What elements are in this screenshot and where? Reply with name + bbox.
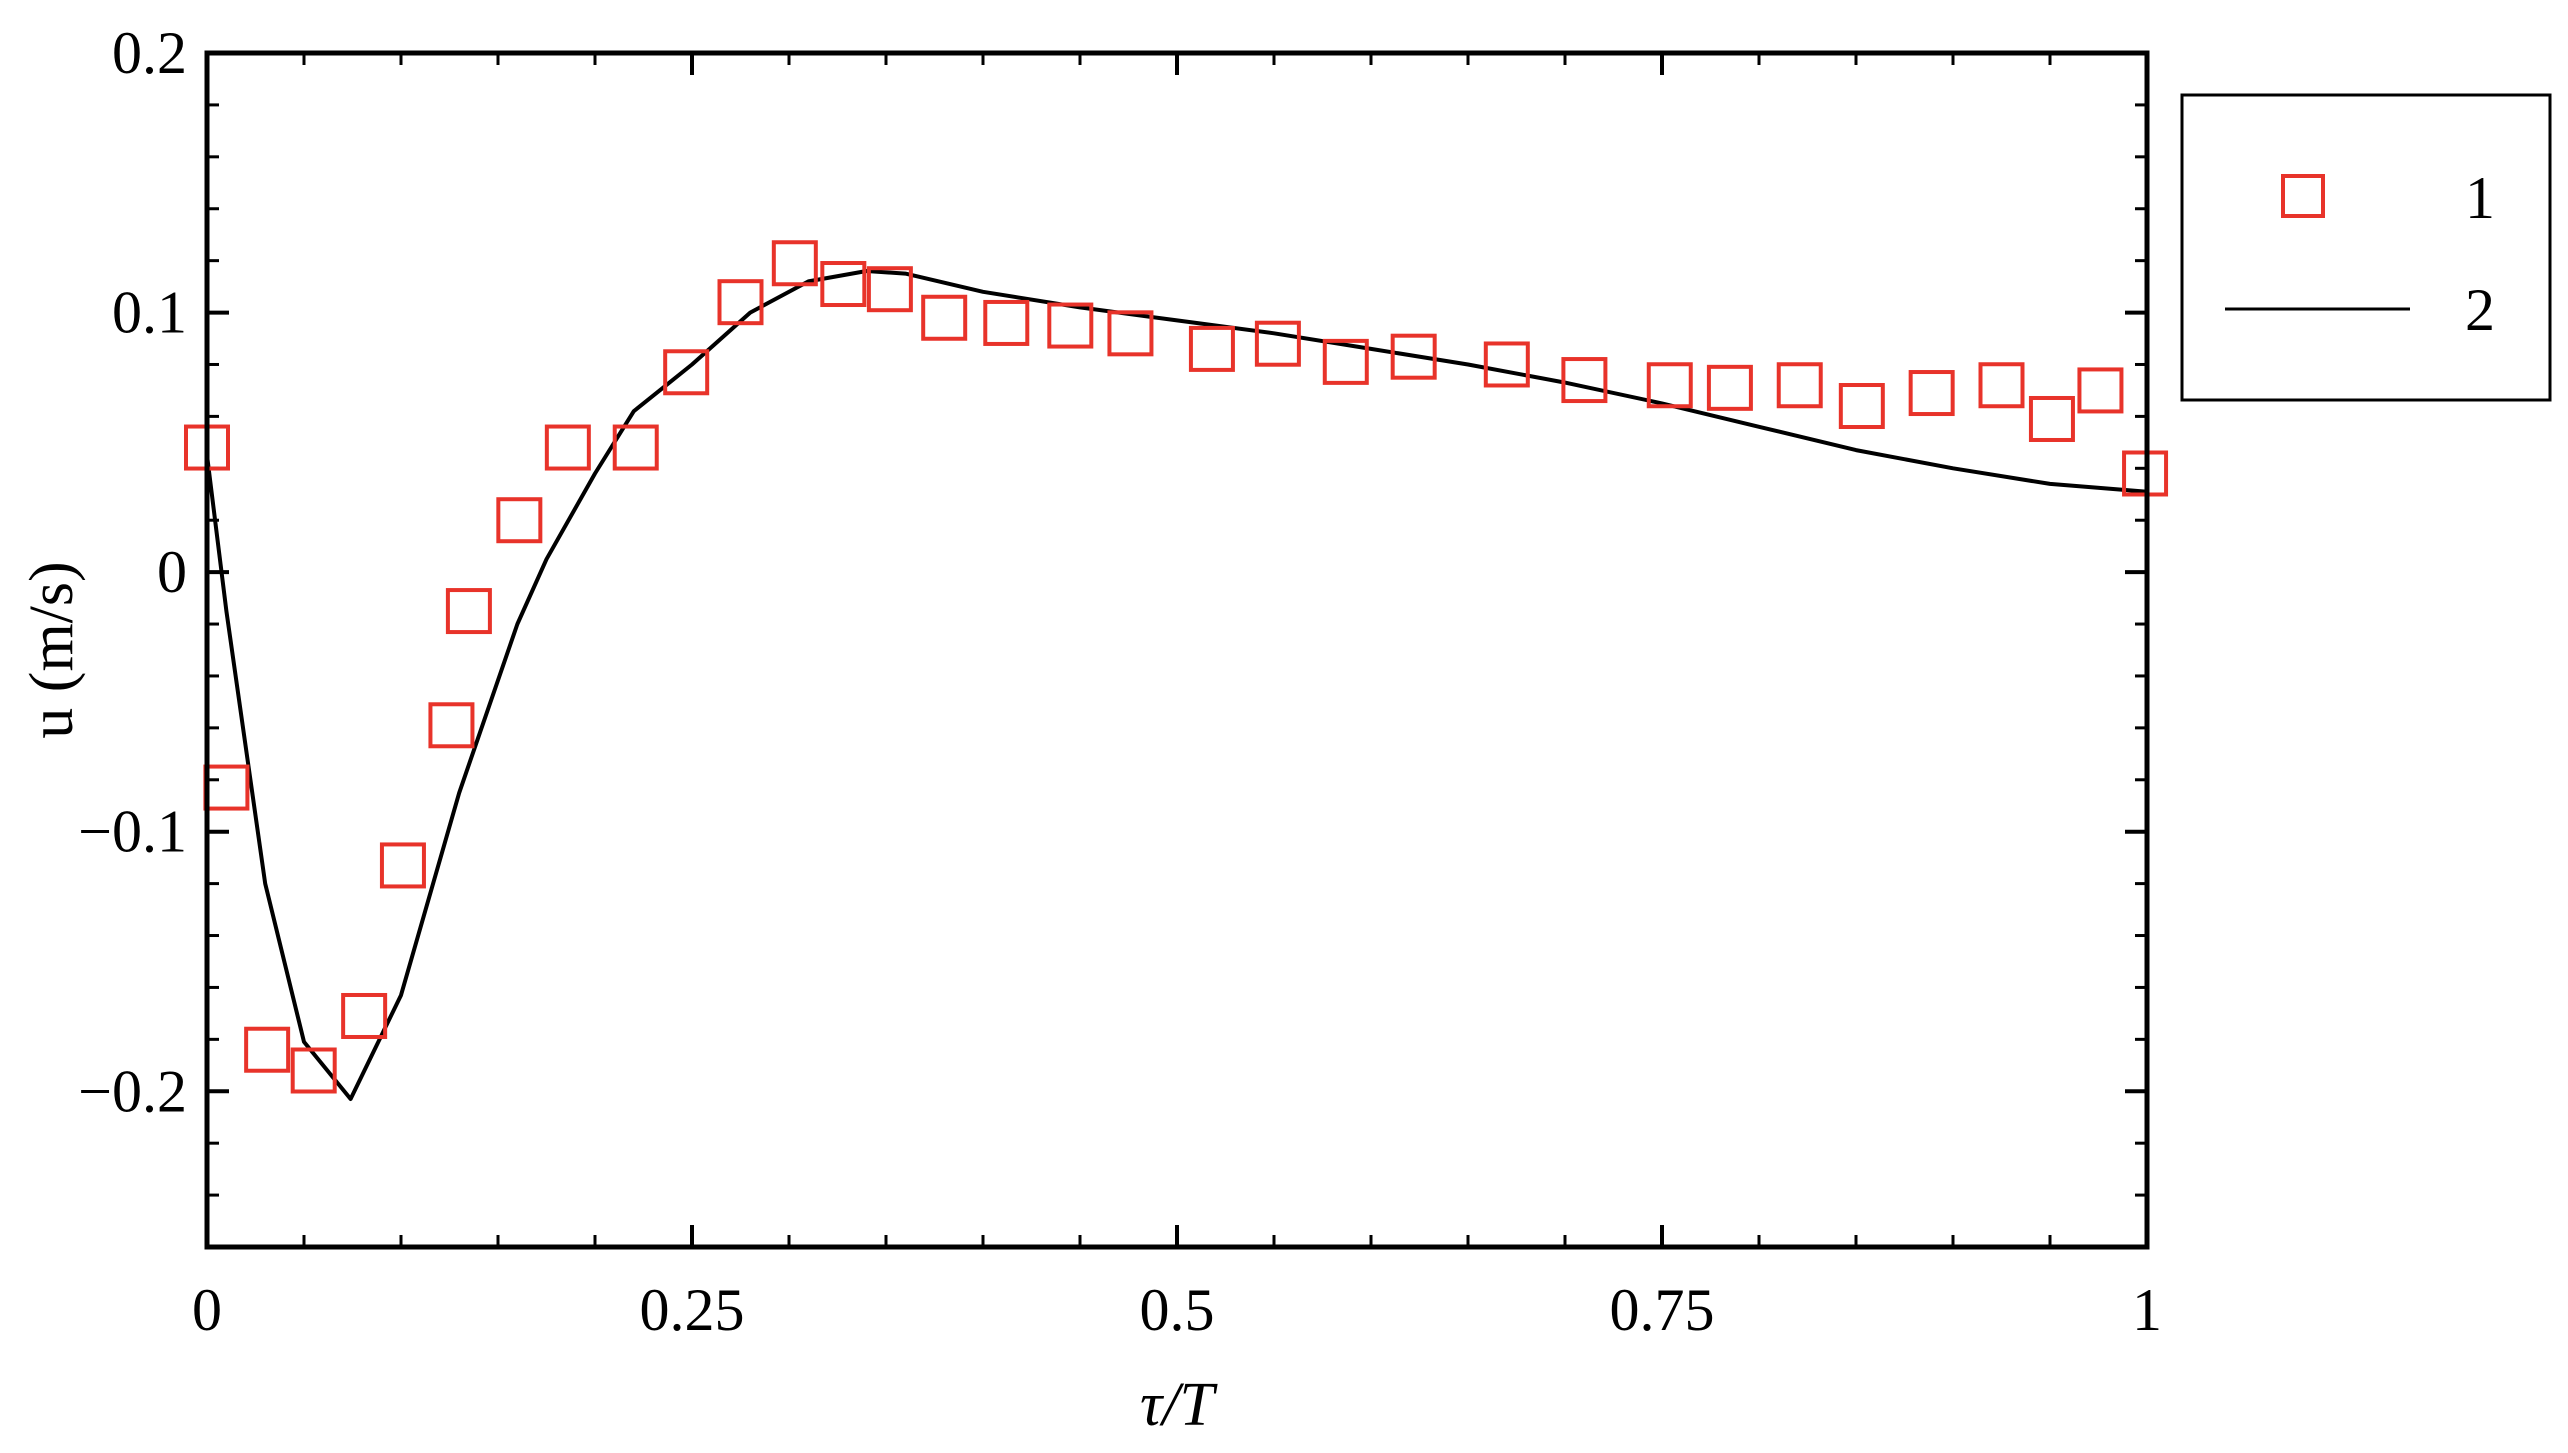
x-tick-label: 0.5	[1140, 1277, 1215, 1343]
y-tick-label: 0.1	[112, 280, 187, 346]
data-point-marker	[983, 299, 1030, 346]
data-point-marker	[717, 279, 764, 326]
data-point-marker	[2028, 395, 2075, 442]
data-point-marker	[2077, 367, 2124, 414]
data-point-marker	[544, 424, 591, 471]
data-point-marker	[1483, 341, 1530, 388]
data-point-marker	[341, 992, 388, 1039]
data-point-marker	[771, 240, 818, 287]
legend-box	[2180, 93, 2552, 402]
data-point-marker	[428, 702, 475, 749]
data-point-marker	[1908, 370, 1955, 417]
data-point-marker	[1254, 320, 1301, 367]
data-point-marker	[290, 1047, 337, 1094]
data-point-marker	[445, 588, 492, 635]
series-markers-1	[184, 240, 2169, 1094]
y-tick-labels: −0.2 −0.1 0 0.1 0.2	[78, 20, 187, 1124]
data-point-marker	[496, 497, 543, 544]
data-point-marker	[1047, 302, 1094, 349]
data-point-marker	[921, 294, 968, 341]
data-point-marker	[1978, 362, 2025, 409]
data-point-marker	[1322, 338, 1369, 385]
data-point-marker	[379, 842, 426, 889]
legend-marker-square-icon	[2281, 174, 2325, 218]
data-point-marker	[1776, 362, 1823, 409]
data-point-marker	[663, 349, 710, 396]
x-tick-label: 0.25	[640, 1277, 745, 1343]
data-point-marker	[1107, 310, 1154, 357]
y-tick-label: 0.2	[112, 20, 187, 86]
data-point-marker	[1390, 333, 1437, 380]
data-point-marker	[244, 1026, 291, 1073]
major-ticks	[205, 51, 2149, 1247]
x-axis-title: τ/T	[1140, 1371, 1218, 1439]
data-point-marker	[1188, 325, 1235, 372]
y-axis-title: u (m/s)	[18, 561, 86, 738]
x-tick-label: 0	[192, 1277, 222, 1343]
x-tick-labels: 0 0.25 0.5 0.75 1	[192, 1277, 2162, 1343]
data-point-marker	[612, 424, 659, 471]
x-tick-label: 0.75	[1610, 1277, 1715, 1343]
y-tick-label: −0.1	[78, 799, 187, 865]
data-point-marker	[1706, 364, 1753, 411]
data-point-marker	[866, 266, 913, 313]
legend: 1 2	[2180, 93, 2552, 402]
data-point-marker	[1646, 362, 1693, 409]
y-tick-label: 0	[157, 539, 187, 605]
x-tick-label: 1	[2132, 1277, 2162, 1343]
data-point-marker	[1838, 383, 1885, 430]
legend-label-series-2: 2	[2465, 277, 2495, 343]
legend-label-series-1: 1	[2465, 165, 2495, 231]
y-tick-label: −0.2	[78, 1058, 187, 1124]
data-point-marker	[820, 261, 867, 308]
data-point-marker	[1561, 357, 1608, 404]
